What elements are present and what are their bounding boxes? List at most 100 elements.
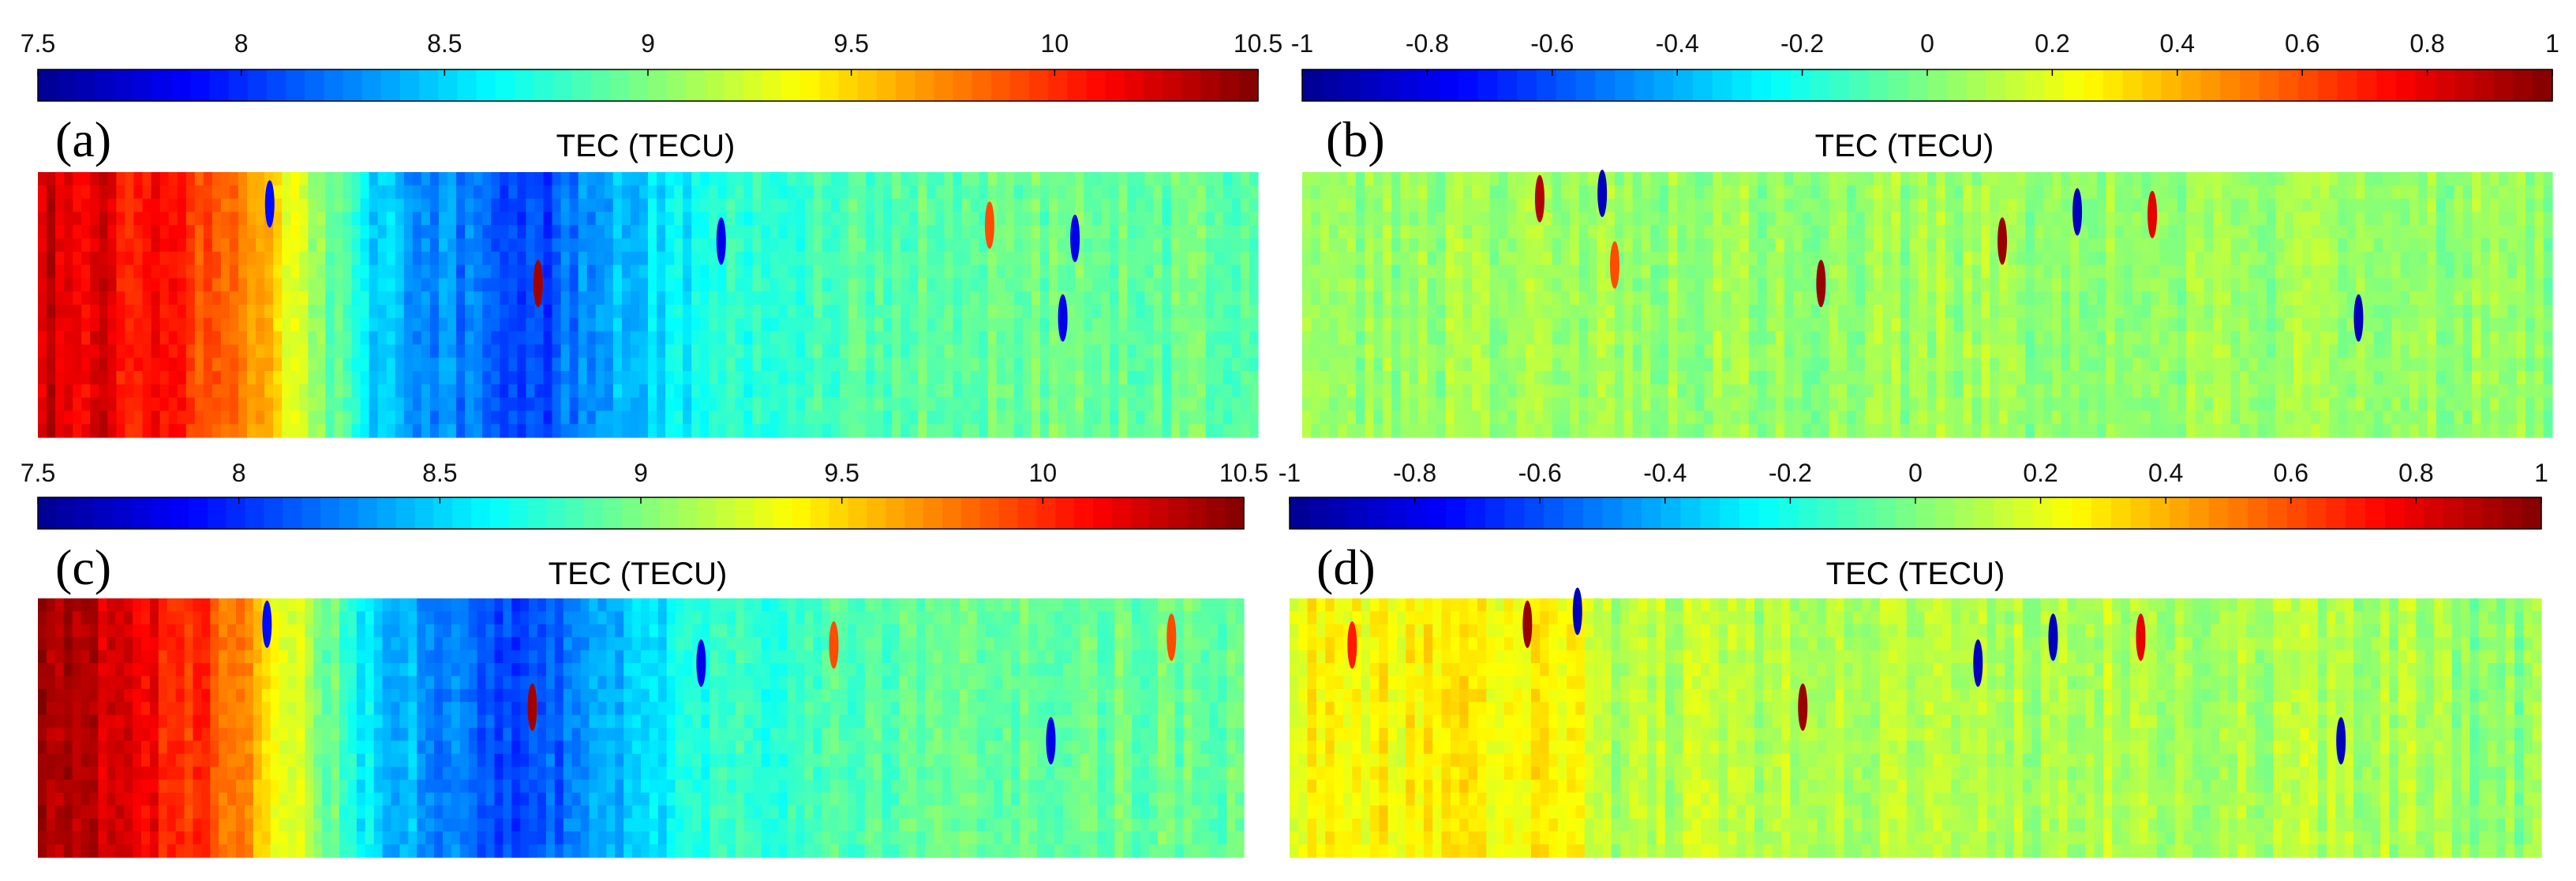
heatmap-cell [1775, 317, 1785, 332]
heatmap-cell [1162, 331, 1172, 345]
heatmap-cell [830, 251, 841, 266]
heatmap-cell [1249, 344, 1259, 358]
heatmap-cell [73, 278, 82, 292]
heatmap-cell [1953, 358, 1964, 372]
heatmap-cell [848, 331, 858, 345]
heatmap-cell [1231, 424, 1241, 438]
colorbar-swatch [1615, 69, 1635, 101]
heatmap-cell [220, 212, 230, 226]
heatmap-cell [1748, 344, 1758, 358]
heatmap-cell [1196, 411, 1207, 425]
heatmap-cell [1436, 331, 1446, 345]
heatmap-cell [1153, 172, 1163, 186]
heatmap-cell [1820, 291, 1830, 306]
heatmap-cell [569, 238, 579, 253]
heatmap-cell [1820, 225, 1830, 239]
heatmap-cell [47, 331, 56, 345]
heatmap-cell [282, 185, 291, 200]
colorbar-tick-label: 9 [641, 29, 655, 58]
heatmap-cell [1882, 238, 1893, 253]
heatmap-cell [2168, 225, 2178, 239]
heatmap-cell [1240, 344, 1250, 358]
heatmap-cell [386, 305, 396, 319]
heatmap-cell [638, 278, 649, 292]
heatmap-cell [866, 397, 875, 411]
heatmap-cell [2096, 344, 2106, 358]
heatmap-cell [474, 397, 483, 411]
heatmap-cell [1758, 172, 1767, 186]
heatmap-cell [1320, 397, 1330, 411]
heatmap-cell [1668, 317, 1678, 332]
heatmap-cell [578, 278, 588, 292]
heatmap-cell [1231, 172, 1241, 186]
heatmap-cell [1936, 344, 1946, 358]
heatmap-cell [1328, 371, 1339, 385]
heatmap-cell [1205, 397, 1215, 411]
heatmap-cell [857, 371, 867, 385]
heatmap-cell [1731, 212, 1740, 226]
heatmap-cell [1980, 384, 1990, 399]
heatmap-cell [1605, 331, 1616, 345]
heatmap-cell [1240, 278, 1250, 292]
heatmap-cell [1127, 331, 1136, 345]
heatmap-cell [299, 278, 309, 292]
heatmap-cell [2141, 225, 2151, 239]
heatmap-cell [2016, 278, 2027, 292]
colorbar-swatch [2493, 69, 2514, 101]
heatmap-cell [2034, 344, 2044, 358]
heatmap-cell [1240, 358, 1250, 372]
heatmap-cell [970, 172, 980, 186]
heatmap-cell [1507, 212, 1518, 226]
heatmap-cell [1748, 198, 1758, 212]
heatmap-cell [168, 397, 178, 411]
heatmap-cell [961, 317, 972, 332]
heatmap-cell [961, 397, 972, 411]
heatmap-cell [1400, 172, 1410, 186]
heatmap-cell [343, 397, 353, 411]
heatmap-cell [1784, 397, 1794, 411]
heatmap-cell [2195, 291, 2205, 306]
heatmap-cell [1516, 344, 1526, 358]
heatmap-cell [256, 344, 265, 358]
heatmap-cell [447, 264, 457, 279]
heatmap-cell [81, 424, 91, 438]
heatmap-cell [2114, 278, 2125, 292]
heatmap-cell [2052, 251, 2062, 266]
heatmap-cell [1793, 344, 1803, 358]
heatmap-cell [1686, 344, 1696, 358]
heatmap-cell [133, 317, 144, 332]
heatmap-cell [1829, 172, 1839, 186]
colorbar-swatch [438, 69, 459, 101]
heatmap-cell [1810, 185, 1821, 200]
heatmap-cell [1075, 225, 1084, 239]
heatmap-cell [657, 424, 666, 438]
heatmap-cell [1552, 411, 1562, 425]
heatmap-cell [351, 305, 361, 319]
heatmap-cell [1454, 185, 1464, 200]
heatmap-cell [194, 291, 204, 306]
heatmap-cell [264, 358, 274, 372]
heatmap-cell [1980, 371, 1990, 385]
heatmap-cell [830, 305, 841, 319]
heatmap-cell [1249, 424, 1259, 438]
heatmap-cell [482, 225, 492, 239]
heatmap-cell [412, 264, 422, 279]
heatmap-cell [1005, 331, 1015, 345]
heatmap-cell [1623, 278, 1634, 292]
heatmap-cell [1847, 331, 1857, 345]
heatmap-cell [1874, 371, 1884, 385]
heatmap-cell [229, 185, 239, 200]
heatmap-cell [273, 185, 283, 200]
heatmap-cell [212, 238, 222, 253]
heatmap-cell [1196, 264, 1207, 279]
heatmap-cell [1552, 212, 1562, 226]
heatmap-cell [1686, 264, 1696, 279]
heatmap-cell [2114, 344, 2125, 358]
heatmap-cell [517, 185, 526, 200]
heatmap-cell [168, 198, 178, 212]
heatmap-cell [1048, 225, 1058, 239]
heatmap-cell [1153, 251, 1163, 266]
heatmap-cell [683, 264, 692, 279]
heatmap-cell [151, 238, 161, 253]
colorbar-swatch [2024, 69, 2046, 101]
